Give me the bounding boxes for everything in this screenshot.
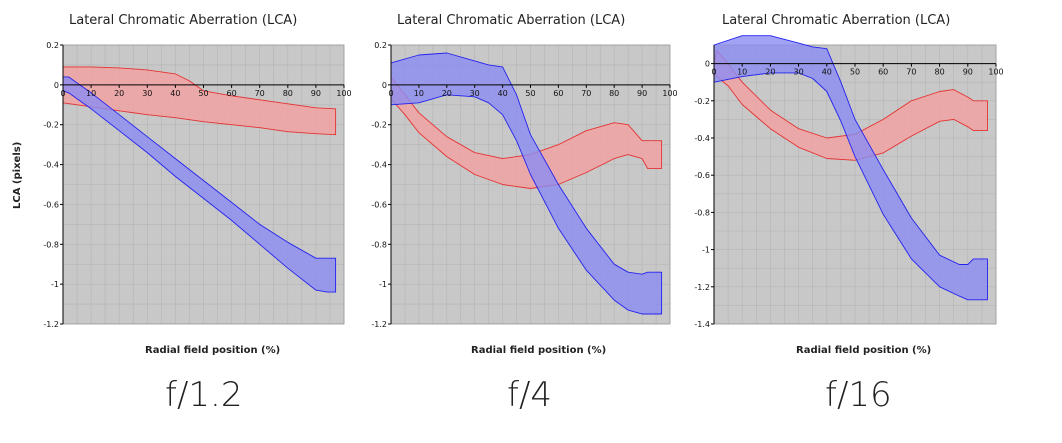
x-tick-label: 10 <box>737 68 747 77</box>
y-tick-label: -1.4 <box>694 320 710 329</box>
x-tick-label: 100 <box>988 68 1003 77</box>
x-tick-label: 80 <box>935 68 945 77</box>
y-tick-label: 0 <box>382 81 387 90</box>
y-tick-label: -0.8 <box>43 240 59 249</box>
x-tick-label: 40 <box>498 89 508 98</box>
aperture-caption: f/1.2 <box>165 375 243 415</box>
y-tick-label: -1 <box>379 280 387 289</box>
x-tick-label: 60 <box>878 68 888 77</box>
x-tick-label: 10 <box>414 89 424 98</box>
y-tick-label: -1 <box>51 280 59 289</box>
x-tick-label: 60 <box>553 89 563 98</box>
y-tick-label: -0.2 <box>371 121 387 130</box>
y-tick-label: -1 <box>702 246 710 255</box>
y-tick-label: -0.2 <box>694 97 710 106</box>
y-tick-label: -0.6 <box>371 200 387 209</box>
x-tick-label: 30 <box>794 68 804 77</box>
y-tick-label: -1.2 <box>43 320 59 329</box>
x-tick-label: 50 <box>525 89 535 98</box>
x-tick-label: 80 <box>609 89 619 98</box>
lca-chart-f16: 01020304050607080901000-0.2-0.4-0.6-0.8-… <box>694 35 1004 329</box>
chart-title: Lateral Chromatic Aberration (LCA) <box>397 13 626 28</box>
x-tick-label: 60 <box>227 89 237 98</box>
x-tick-label: 10 <box>86 89 96 98</box>
x-tick-label: 20 <box>114 89 124 98</box>
x-tick-label: 30 <box>142 89 152 98</box>
x-tick-label: 50 <box>198 89 208 98</box>
x-axis-label: Radial field position (%) <box>471 345 607 356</box>
x-tick-label: 90 <box>637 89 647 98</box>
x-tick-label: 90 <box>311 89 321 98</box>
x-tick-label: 100 <box>662 89 677 98</box>
y-tick-label: -1.2 <box>371 320 387 329</box>
blue-channel-band <box>62 76 337 293</box>
chart-title: Lateral Chromatic Aberration (LCA) <box>722 13 951 28</box>
y-tick-label: 0 <box>705 60 710 69</box>
x-tick-label: 70 <box>906 68 916 77</box>
y-tick-label: 0.2 <box>46 41 59 50</box>
y-tick-label: 0.2 <box>374 41 387 50</box>
y-tick-label: -0.6 <box>694 171 710 180</box>
blue-channel-band <box>390 52 663 315</box>
x-tick-label: 40 <box>170 89 180 98</box>
x-tick-label: 20 <box>442 89 452 98</box>
y-tick-label: -0.8 <box>694 208 710 217</box>
x-tick-label: 100 <box>336 89 351 98</box>
blue-channel-band <box>713 35 988 301</box>
aperture-caption: f/4 <box>507 375 553 415</box>
y-tick-label: -1.2 <box>694 283 710 292</box>
y-tick-label: -0.4 <box>371 161 387 170</box>
x-tick-label: 20 <box>765 68 775 77</box>
y-tick-label: -0.2 <box>43 121 59 130</box>
x-tick-label: 90 <box>963 68 973 77</box>
red-channel-band <box>390 76 663 189</box>
chart-title: Lateral Chromatic Aberration (LCA) <box>69 13 298 28</box>
x-tick-label: 30 <box>470 89 480 98</box>
x-tick-label: 70 <box>581 89 591 98</box>
x-tick-label: 70 <box>255 89 265 98</box>
x-axis-label: Radial field position (%) <box>145 345 281 356</box>
red-channel-band <box>62 66 337 136</box>
aperture-caption: f/16 <box>825 375 892 415</box>
x-tick-label: 80 <box>283 89 293 98</box>
x-tick-label: 40 <box>822 68 832 77</box>
y-tick-label: -0.4 <box>43 161 59 170</box>
lca-chart-f4: 01020304050607080901000.20-0.2-0.4-0.6-0… <box>371 41 677 329</box>
x-tick-label: 50 <box>850 68 860 77</box>
y-tick-label: -0.8 <box>371 240 387 249</box>
y-tick-label: -0.4 <box>694 134 710 143</box>
x-axis-label: Radial field position (%) <box>796 345 932 356</box>
red-channel-band <box>713 50 988 161</box>
y-tick-label: 0 <box>54 81 59 90</box>
y-tick-label: -0.6 <box>43 200 59 209</box>
lca-chart-f12: 01020304050607080901000.20-0.2-0.4-0.6-0… <box>43 41 351 329</box>
